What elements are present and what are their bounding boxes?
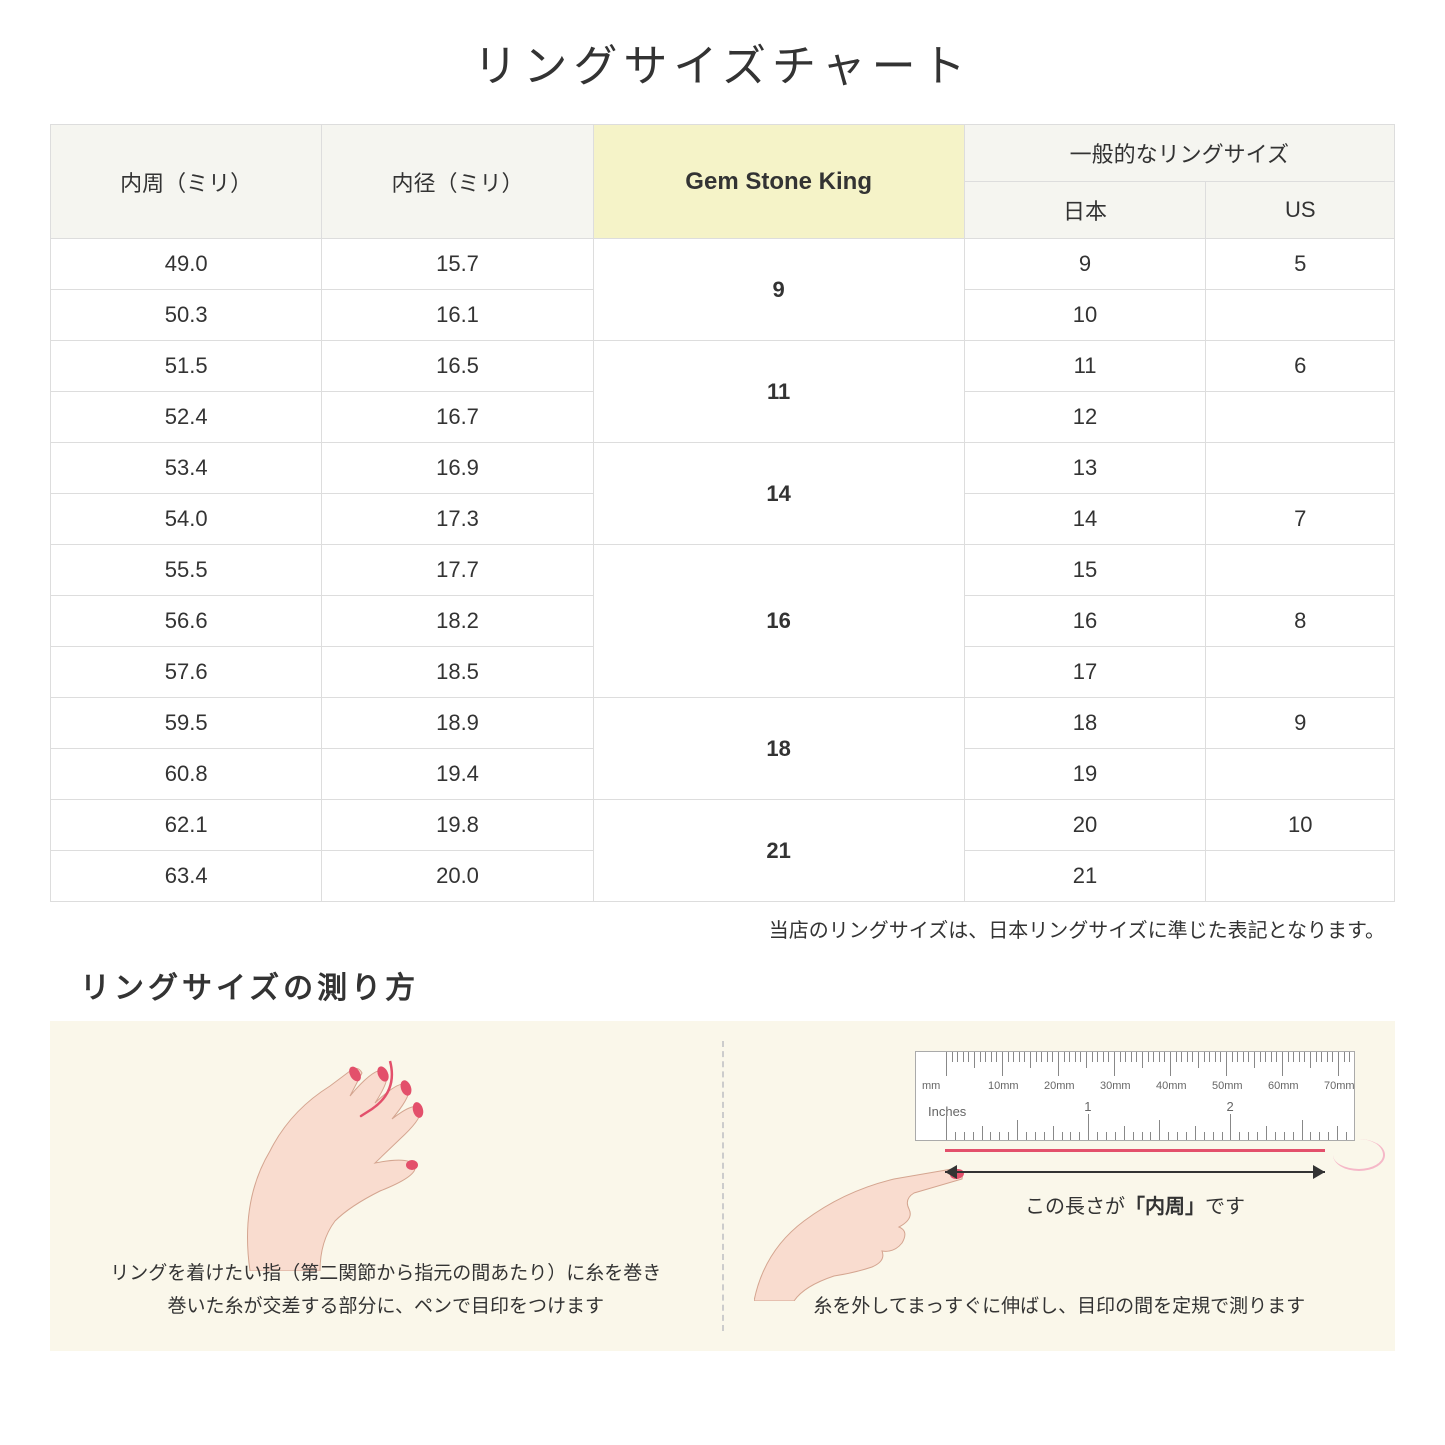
cell-circ: 60.8	[51, 749, 322, 800]
instructions-title: リングサイズの測り方	[80, 963, 1395, 1007]
ruler-illustration: mm Inches 10mm20mm30mm40mm50mm60mm70mm12	[915, 1051, 1355, 1141]
thread-line	[945, 1149, 1325, 1152]
cell-jp: 18	[964, 698, 1206, 749]
cell-us: 5	[1206, 239, 1395, 290]
ruler-group: mm Inches 10mm20mm30mm40mm50mm60mm70mm12…	[915, 1051, 1355, 1219]
cell-diam: 18.5	[322, 647, 593, 698]
cell-circ: 57.6	[51, 647, 322, 698]
hand-wrap-illustration	[200, 1041, 520, 1271]
cell-circ: 50.3	[51, 290, 322, 341]
step2-text: 糸を外してまっすぐに伸ばし、目印の間を定規で測ります	[774, 1291, 1345, 1323]
cell-diam: 19.4	[322, 749, 593, 800]
measure-arrow	[945, 1162, 1325, 1182]
table-row: 55.5 17.71615	[51, 545, 1395, 596]
cell-jp: 14	[964, 494, 1206, 545]
cell-circ: 52.4	[51, 392, 322, 443]
cell-circ: 63.4	[51, 851, 322, 902]
header-common: 一般的なリングサイズ	[964, 125, 1394, 182]
cell-jp: 12	[964, 392, 1206, 443]
cell-us: 9	[1206, 698, 1395, 749]
step1-panel: リングを着けたい指（第二関節から指元の間あたり）に糸を巻き巻いた糸が交差する部分…	[50, 1021, 722, 1351]
cell-us: 8	[1206, 596, 1395, 647]
size-note: 当店のリングサイズは、日本リングサイズに準じた表記となります。	[50, 914, 1395, 943]
table-row: 62.1 19.82120 10	[51, 800, 1395, 851]
cell-us	[1206, 392, 1395, 443]
cell-jp: 15	[964, 545, 1206, 596]
cell-us	[1206, 545, 1395, 596]
cell-diam: 17.3	[322, 494, 593, 545]
cell-circ: 56.6	[51, 596, 322, 647]
cell-us: 7	[1206, 494, 1395, 545]
step2-panel: mm Inches 10mm20mm30mm40mm50mm60mm70mm12…	[724, 1021, 1396, 1351]
cell-gem: 11	[593, 341, 964, 443]
cell-circ: 53.4	[51, 443, 322, 494]
header-gem: Gem Stone King	[593, 125, 964, 239]
cell-gem: 9	[593, 239, 964, 341]
cell-circ: 62.1	[51, 800, 322, 851]
measure-label: この長さが「内周」です	[945, 1190, 1325, 1219]
cell-jp: 20	[964, 800, 1206, 851]
cell-us	[1206, 647, 1395, 698]
cell-jp: 17	[964, 647, 1206, 698]
cell-circ: 55.5	[51, 545, 322, 596]
header-diameter: 内径（ミリ）	[322, 125, 593, 239]
cell-us: 6	[1206, 341, 1395, 392]
cell-diam: 18.2	[322, 596, 593, 647]
header-us: US	[1206, 182, 1395, 239]
cell-jp: 21	[964, 851, 1206, 902]
cell-us	[1206, 443, 1395, 494]
step1-text: リングを着けたい指（第二関節から指元の間あたり）に糸を巻き巻いた糸が交差する部分…	[100, 1258, 671, 1323]
cell-gem: 16	[593, 545, 964, 698]
cell-diam: 15.7	[322, 239, 593, 290]
cell-jp: 11	[964, 341, 1206, 392]
cell-us	[1206, 851, 1395, 902]
cell-us	[1206, 290, 1395, 341]
cell-diam: 16.1	[322, 290, 593, 341]
cell-diam: 18.9	[322, 698, 593, 749]
cell-diam: 20.0	[322, 851, 593, 902]
size-chart-table: 内周（ミリ） 内径（ミリ） Gem Stone King 一般的なリングサイズ …	[50, 124, 1395, 902]
instructions-panel: リングを着けたい指（第二関節から指元の間あたり）に糸を巻き巻いた糸が交差する部分…	[50, 1021, 1395, 1351]
cell-diam: 17.7	[322, 545, 593, 596]
cell-circ: 54.0	[51, 494, 322, 545]
table-row: 49.0 15.799 5	[51, 239, 1395, 290]
cell-jp: 19	[964, 749, 1206, 800]
cell-diam: 16.7	[322, 392, 593, 443]
table-row: 53.4 16.91413	[51, 443, 1395, 494]
cell-gem: 21	[593, 800, 964, 902]
table-row: 59.5 18.91818 9	[51, 698, 1395, 749]
cell-diam: 19.8	[322, 800, 593, 851]
mm-unit-label: mm	[922, 1080, 940, 1092]
cell-us: 10	[1206, 800, 1395, 851]
inches-label: Inches	[928, 1104, 966, 1119]
header-circumference: 内周（ミリ）	[51, 125, 322, 239]
cell-jp: 16	[964, 596, 1206, 647]
cell-diam: 16.9	[322, 443, 593, 494]
cell-gem: 14	[593, 443, 964, 545]
page-title: リングサイズチャート	[50, 30, 1395, 94]
cell-jp: 13	[964, 443, 1206, 494]
measure-label-pre: この長さが	[1025, 1196, 1125, 1218]
cell-jp: 10	[964, 290, 1206, 341]
cell-diam: 16.5	[322, 341, 593, 392]
measure-label-post: です	[1205, 1196, 1245, 1218]
cell-us	[1206, 749, 1395, 800]
cell-jp: 9	[964, 239, 1206, 290]
cell-gem: 18	[593, 698, 964, 800]
cell-circ: 51.5	[51, 341, 322, 392]
table-row: 51.5 16.51111 6	[51, 341, 1395, 392]
measure-label-bold: 「内周」	[1125, 1196, 1205, 1218]
cell-circ: 59.5	[51, 698, 322, 749]
cell-circ: 49.0	[51, 239, 322, 290]
header-japan: 日本	[964, 182, 1206, 239]
